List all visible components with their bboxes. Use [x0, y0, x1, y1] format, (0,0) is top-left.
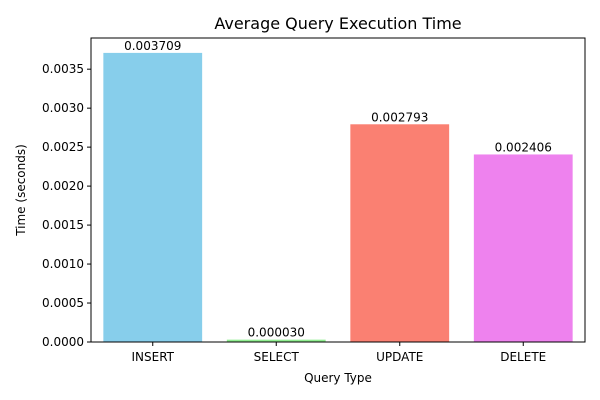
- data-label-insert: 0.003709: [124, 39, 181, 53]
- y-tick-label: 0.0035: [42, 62, 84, 76]
- bar-update: [350, 124, 450, 342]
- y-tick-label: 0.0010: [42, 257, 84, 271]
- x-tick-label-select: SELECT: [254, 350, 300, 364]
- x-tick-label-delete: DELETE: [500, 350, 546, 364]
- y-tick-label: 0.0020: [42, 179, 84, 193]
- y-tick-label: 0.0000: [42, 335, 84, 349]
- y-tick-label: 0.0005: [42, 296, 84, 310]
- bar-delete: [473, 154, 573, 342]
- y-tick-label: 0.0015: [42, 218, 84, 232]
- bar-select: [226, 339, 326, 342]
- x-tick-label-insert: INSERT: [131, 350, 174, 364]
- plot-frame: [90, 37, 586, 343]
- bars-group: 0.003709 0.000030 0.002793 0.002406: [103, 39, 573, 342]
- x-axis-label: Query Type: [304, 371, 372, 385]
- x-tick-label-update: UPDATE: [376, 350, 423, 364]
- chart-title: Average Query Execution Time: [214, 14, 461, 33]
- x-axis: INSERT SELECT UPDATE DELETE: [131, 342, 546, 364]
- y-axis-label: Time (seconds): [14, 144, 28, 237]
- data-label-delete: 0.002406: [495, 140, 552, 154]
- bar-insert: [103, 52, 203, 342]
- y-tick-label: 0.0025: [42, 140, 84, 154]
- data-label-select: 0.000030: [248, 326, 305, 340]
- y-tick-label: 0.0030: [42, 101, 84, 115]
- data-label-update: 0.002793: [371, 110, 428, 124]
- y-axis: 0.0000 0.0005 0.0010 0.0015 0.0020 0.0025 0.00…: [42, 62, 91, 349]
